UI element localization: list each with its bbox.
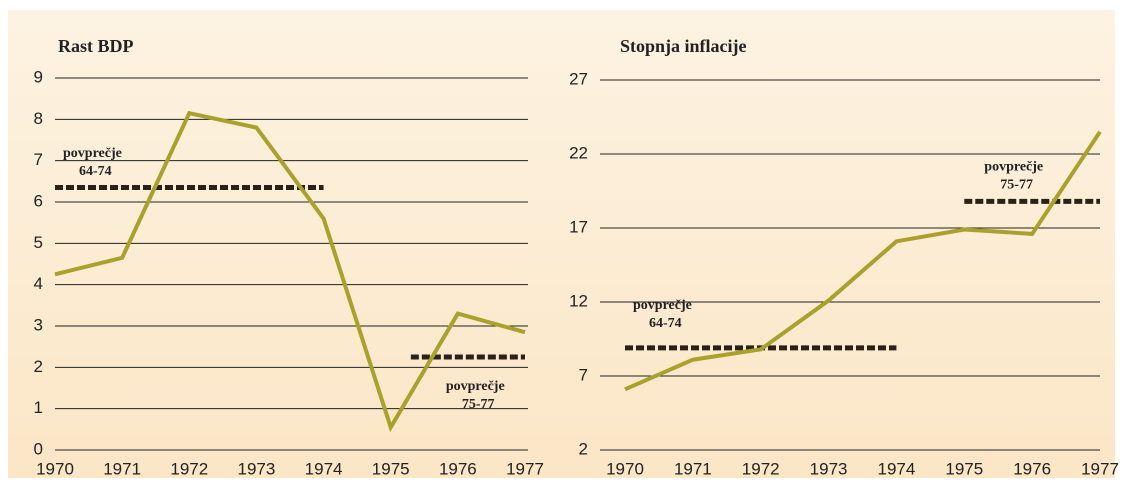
background	[8, 10, 1115, 478]
y-tick-label: 6	[34, 191, 43, 210]
y-tick-label: 27	[569, 69, 588, 88]
average-period: 75-77	[462, 397, 495, 412]
average-period: 64-74	[79, 164, 112, 179]
x-tick-label: 1972	[170, 459, 208, 478]
y-tick-label: 7	[579, 365, 588, 384]
x-tick-label: 1975	[945, 459, 983, 478]
x-tick-label: 1977	[1081, 459, 1119, 478]
x-tick-label: 1973	[810, 459, 848, 478]
y-tick-label: 9	[34, 67, 43, 86]
x-tick-label: 1974	[878, 459, 916, 478]
x-tick-label: 1971	[103, 459, 141, 478]
y-tick-label: 5	[34, 233, 43, 252]
x-tick-label: 1974	[305, 459, 343, 478]
y-tick-label: 2	[579, 439, 588, 458]
y-tick-label: 7	[34, 150, 43, 169]
x-tick-label: 1971	[674, 459, 712, 478]
data-line	[624, 130, 1102, 392]
average-period: 75-77	[1000, 178, 1033, 193]
x-tick-label: 1975	[372, 459, 410, 478]
chart-title: Stopnja inflacije	[620, 36, 747, 56]
y-tick-label: 8	[34, 109, 43, 128]
chart-title: Rast BDP	[58, 36, 134, 56]
x-tick-label: 1970	[606, 459, 644, 478]
x-tick-label: 1976	[1013, 459, 1051, 478]
y-tick-label: 3	[34, 315, 43, 334]
average-period: 64-74	[649, 316, 682, 331]
x-tick-label: 1976	[439, 459, 477, 478]
y-tick-label: 22	[569, 143, 588, 162]
average-label: povprečje	[984, 160, 1043, 175]
x-tick-label: 1977	[506, 459, 544, 478]
x-tick-label: 1973	[238, 459, 276, 478]
average-label: povprečje	[63, 146, 122, 161]
average-label: povprečje	[446, 379, 505, 394]
data-line	[54, 110, 526, 433]
average-label: povprečje	[633, 298, 692, 313]
y-tick-label: 17	[569, 217, 588, 236]
x-tick-label: 1970	[36, 459, 74, 478]
x-tick-label: 1972	[742, 459, 780, 478]
y-tick-label: 4	[34, 274, 43, 293]
y-tick-label: 2	[34, 357, 43, 376]
y-tick-label: 1	[34, 398, 43, 417]
y-tick-label: 12	[569, 291, 588, 310]
y-tick-label: 0	[34, 439, 43, 458]
